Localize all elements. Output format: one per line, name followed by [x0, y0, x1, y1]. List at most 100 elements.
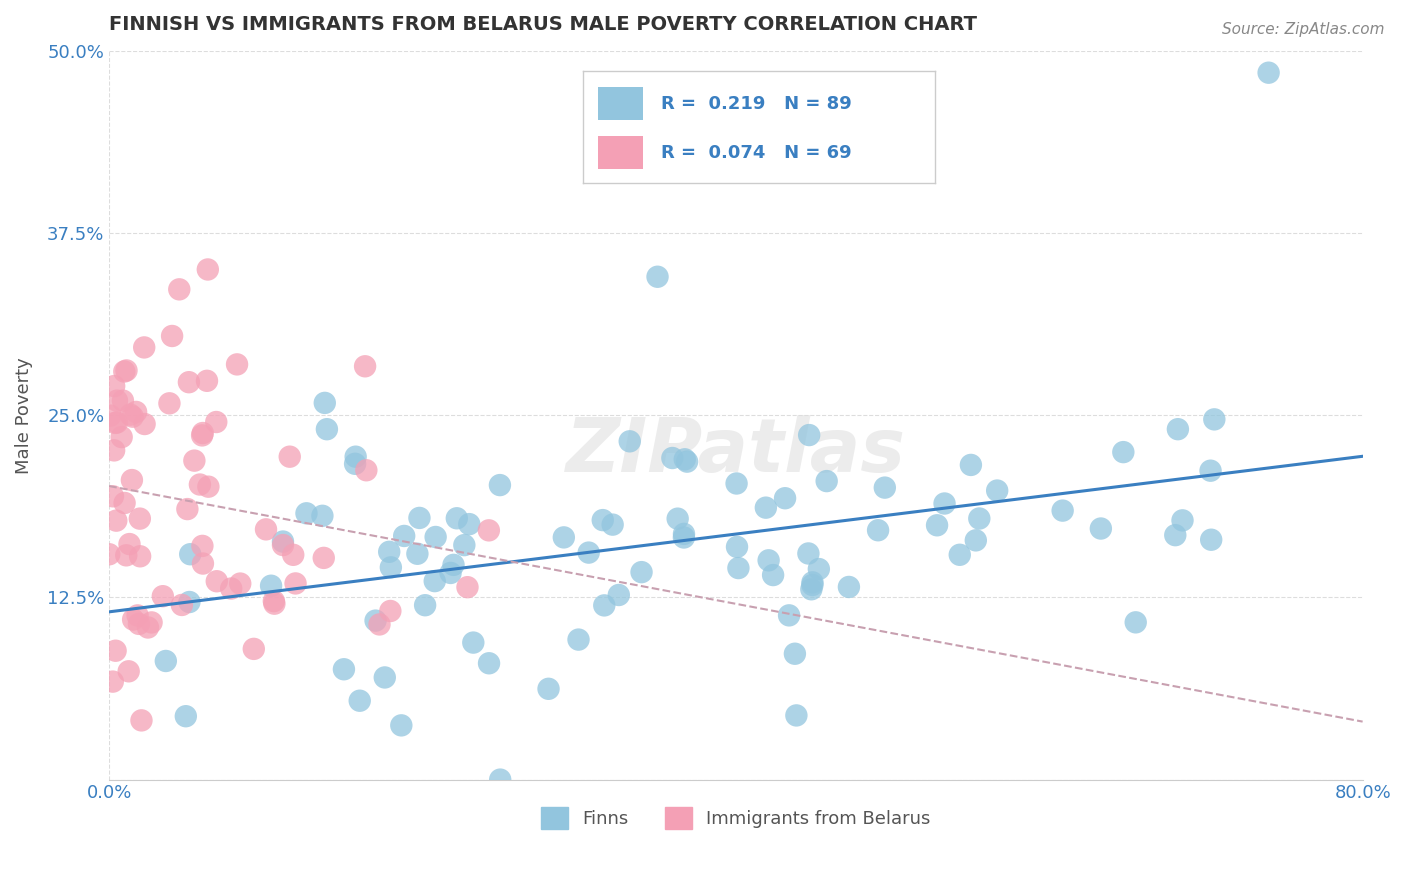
Point [593, 599, 616, 613]
Point [578, 546, 600, 560]
Point [1171, 513, 1194, 527]
Point [179, 547, 201, 561]
Point [607, 588, 630, 602]
Point [1164, 528, 1187, 542]
Point [380, 604, 402, 618]
Point [463, 635, 485, 649]
Point [349, 694, 371, 708]
Point [118, 537, 141, 551]
Point [934, 496, 956, 510]
Point [112, 364, 135, 378]
Point [1052, 503, 1074, 517]
Text: FINNISH VS IMMIGRANTS FROM BELARUS MALE POVERTY CORRELATION CHART: FINNISH VS IMMIGRANTS FROM BELARUS MALE … [110, 15, 977, 34]
Point [120, 408, 142, 422]
Point [105, 393, 128, 408]
Point [965, 533, 987, 548]
Point [344, 457, 367, 471]
Point [755, 500, 778, 515]
Point [666, 511, 689, 525]
Point [619, 434, 641, 449]
Legend: Finns, Immigrants from Belarus: Finns, Immigrants from Belarus [534, 800, 938, 836]
Point [725, 476, 748, 491]
Point [1199, 533, 1222, 547]
Point [986, 483, 1008, 498]
Point [136, 620, 159, 634]
Point [489, 772, 512, 787]
Point [127, 608, 149, 623]
Point [243, 641, 266, 656]
Point [134, 417, 156, 431]
Point [423, 574, 446, 588]
Point [115, 549, 138, 563]
Point [800, 582, 823, 597]
Point [183, 453, 205, 467]
Point [111, 393, 134, 408]
Point [356, 463, 378, 477]
Point [169, 282, 191, 296]
Point [98, 409, 121, 423]
Point [179, 595, 201, 609]
Point [176, 502, 198, 516]
Point [111, 430, 134, 444]
Point [868, 523, 890, 537]
Point [592, 513, 614, 527]
Point [295, 506, 318, 520]
Point [128, 511, 150, 525]
Point [672, 531, 695, 545]
Point [118, 665, 141, 679]
Point [672, 527, 695, 541]
Point [960, 458, 983, 472]
Point [801, 578, 824, 592]
Point [838, 580, 860, 594]
Point [191, 557, 214, 571]
Point [226, 358, 249, 372]
Point [170, 598, 193, 612]
Point [98, 547, 121, 561]
Point [354, 359, 377, 374]
Y-axis label: Male Poverty: Male Poverty [15, 357, 32, 474]
Point [801, 575, 824, 590]
Point [103, 443, 125, 458]
Point [778, 608, 800, 623]
Point [311, 508, 333, 523]
Point [263, 594, 285, 608]
Point [177, 375, 200, 389]
Point [797, 546, 820, 560]
Point [807, 562, 830, 576]
Point [284, 576, 307, 591]
Point [125, 405, 148, 419]
Text: R =  0.074   N = 69: R = 0.074 N = 69 [661, 144, 852, 161]
Point [630, 565, 652, 579]
Point [160, 329, 183, 343]
Point [364, 614, 387, 628]
Point [312, 550, 335, 565]
Point [439, 566, 461, 580]
Point [873, 481, 896, 495]
Point [105, 514, 128, 528]
Point [773, 491, 796, 506]
Point [141, 615, 163, 630]
Point [456, 580, 478, 594]
Point [121, 473, 143, 487]
Point [380, 560, 402, 574]
Point [537, 681, 560, 696]
FancyBboxPatch shape [598, 87, 644, 120]
Point [443, 558, 465, 572]
FancyBboxPatch shape [598, 136, 644, 169]
Point [104, 644, 127, 658]
Point [278, 450, 301, 464]
Point [413, 598, 436, 612]
Point [101, 674, 124, 689]
Point [378, 545, 401, 559]
Point [205, 574, 228, 589]
Text: ZIPatlas: ZIPatlas [565, 415, 905, 488]
Point [406, 547, 429, 561]
Point [101, 489, 124, 503]
Point [676, 455, 699, 469]
Point [478, 524, 501, 538]
Point [453, 538, 475, 552]
Point [602, 517, 624, 532]
Point [316, 422, 339, 436]
Point [134, 340, 156, 354]
Point [195, 374, 218, 388]
